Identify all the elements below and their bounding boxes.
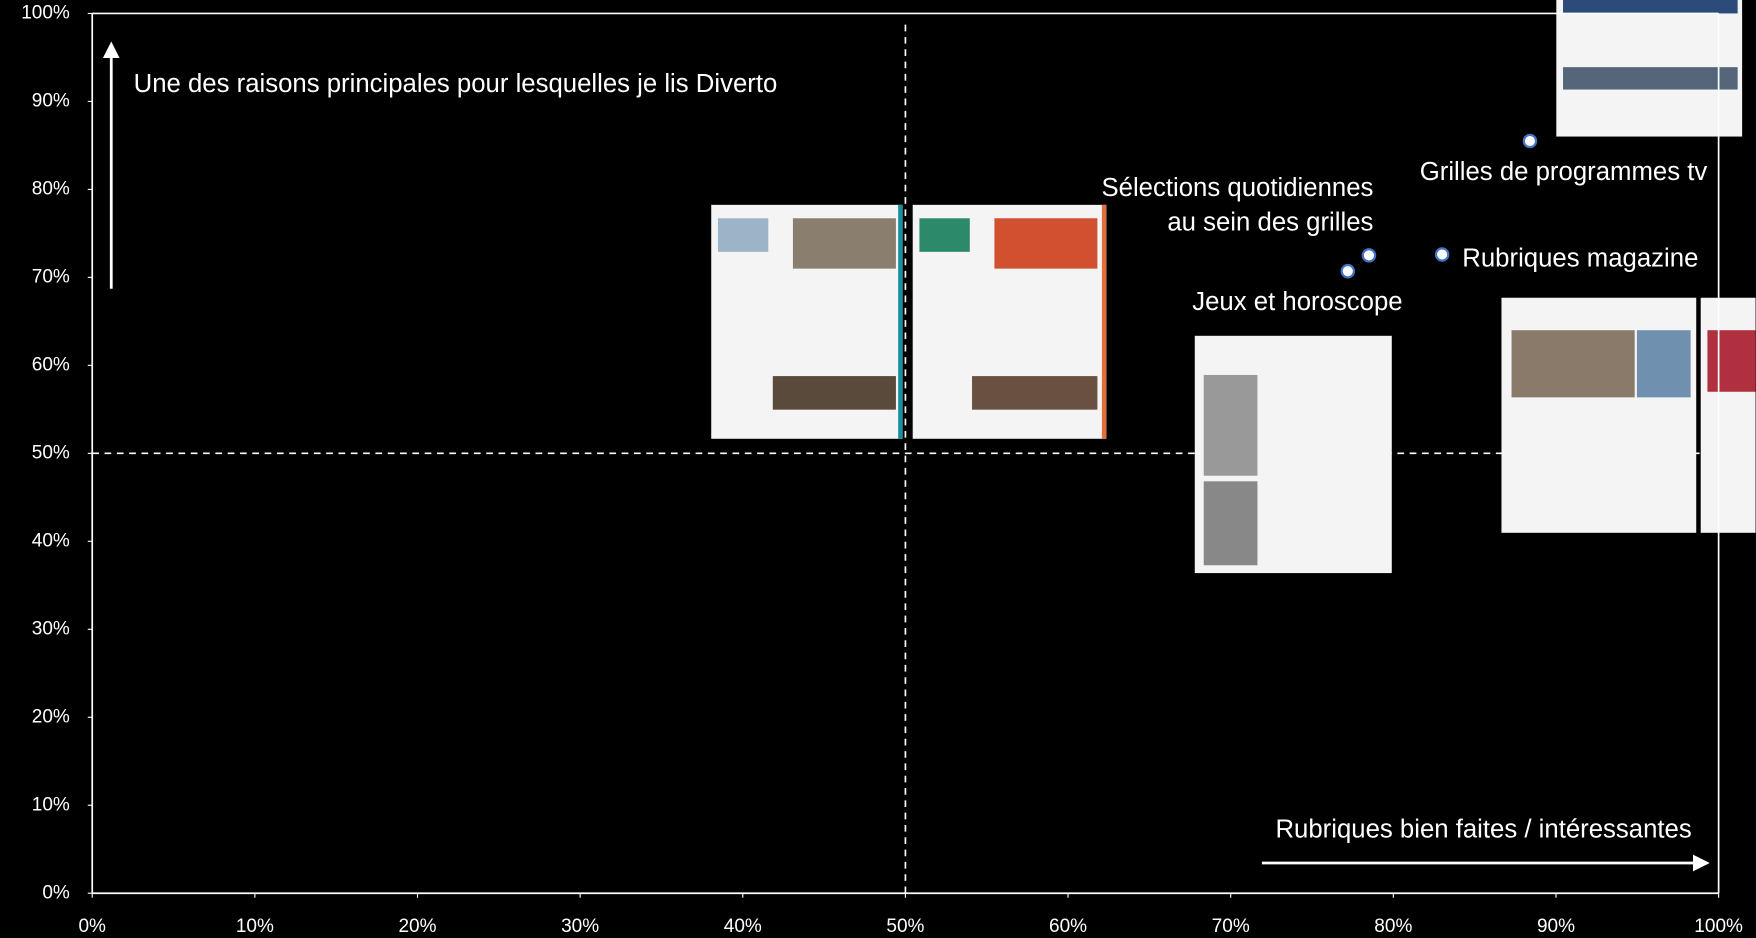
y-tick-label: 0% xyxy=(42,882,70,903)
magazine-thumbnails xyxy=(711,0,1756,574)
x-tick-label: 60% xyxy=(1049,916,1087,937)
x-tick-label: 50% xyxy=(886,916,924,937)
point xyxy=(1361,248,1377,263)
point xyxy=(1434,247,1450,262)
x-tick-label: 20% xyxy=(398,916,436,937)
x-tick-label: 30% xyxy=(561,916,599,937)
y-tick-label: 10% xyxy=(32,794,70,815)
y-axis-label: Une des raisons principales pour lesquel… xyxy=(134,70,778,98)
point-label: Jeux et horoscope xyxy=(1192,286,1403,316)
point-label-box: Rubriques magazine xyxy=(1462,243,1699,273)
thumbnail xyxy=(1556,0,1743,137)
point xyxy=(1522,133,1538,149)
point-label: Sélections quotidiennes au sein des gril… xyxy=(1101,172,1374,237)
point-label-box: Grilles de programmes tv xyxy=(1419,156,1708,186)
thumbnail xyxy=(1700,297,1756,533)
thumbnail xyxy=(912,204,1107,439)
x-tick-label: 70% xyxy=(1212,916,1250,937)
x-tick-label: 80% xyxy=(1374,916,1412,937)
thumbnail xyxy=(711,204,903,439)
x-tick-label: 100% xyxy=(1694,916,1743,937)
y-tick-label: 30% xyxy=(32,618,70,639)
y-tick-label: 100% xyxy=(21,2,70,23)
y-tick-label: 20% xyxy=(32,706,70,727)
x-tick-label: 40% xyxy=(724,916,762,937)
thumbnail xyxy=(1194,335,1392,574)
x-tick-label: 10% xyxy=(236,916,274,937)
point-label: Grilles de programmes tv xyxy=(1419,156,1708,186)
point-label: Rubriques magazine xyxy=(1462,243,1699,273)
y-tick-label: 40% xyxy=(32,530,70,551)
point-label-box: Sélections quotidiennes au sein des gril… xyxy=(1101,172,1374,237)
y-tick-label: 60% xyxy=(32,354,70,375)
x-axis-label: Rubriques bien faites / intéressantes xyxy=(1275,815,1691,843)
point xyxy=(1340,263,1356,279)
thumbnail xyxy=(1501,297,1697,533)
y-tick-label: 50% xyxy=(32,442,70,463)
x-tick-label: 90% xyxy=(1537,916,1575,937)
y-tick-label: 70% xyxy=(32,266,70,287)
point-label-box: Jeux et horoscope xyxy=(1192,286,1403,316)
y-tick-label: 90% xyxy=(32,90,70,111)
x-tick-label: 0% xyxy=(78,916,106,937)
y-tick-label: 80% xyxy=(32,178,70,199)
